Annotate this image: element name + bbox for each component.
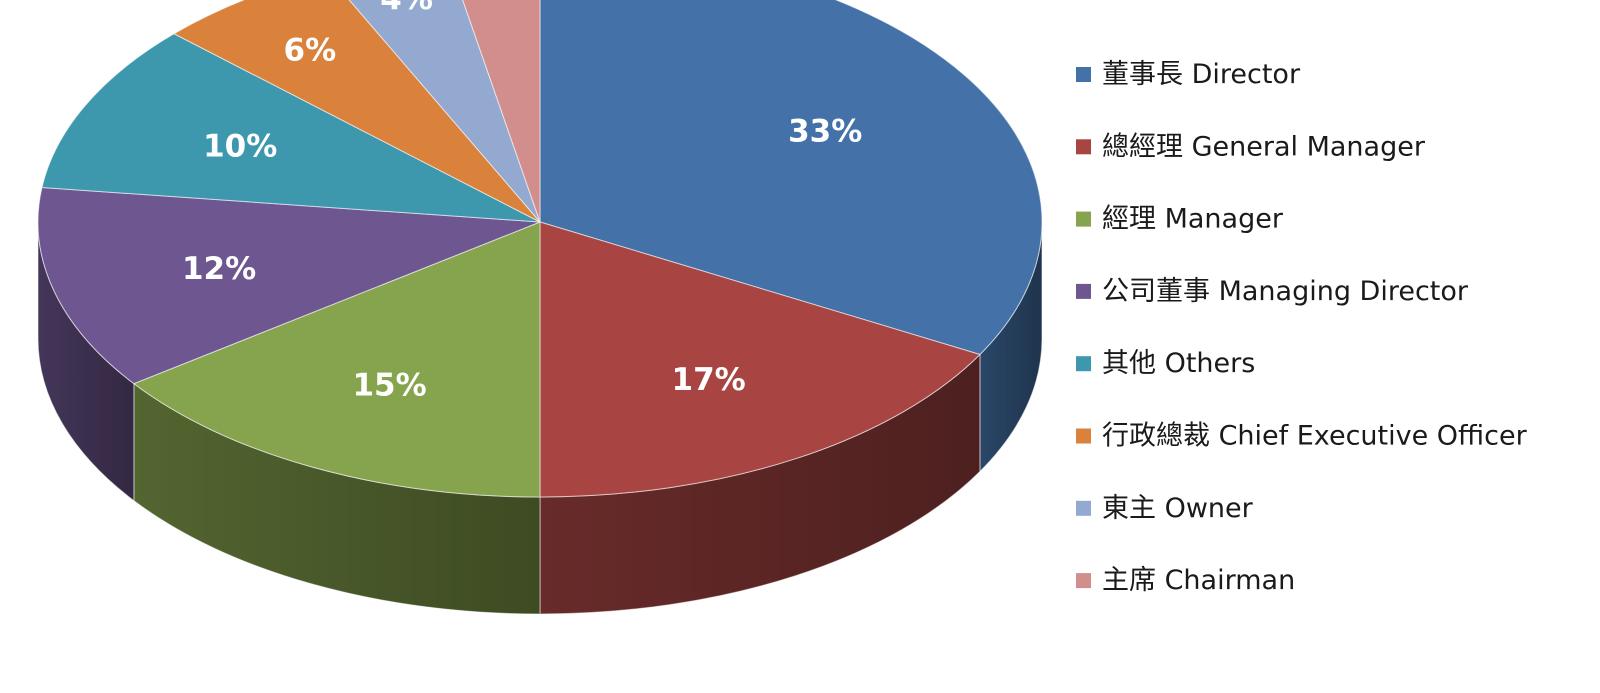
legend-label-5: 行政總裁 Chief Executive Officer (1102, 421, 1528, 452)
legend-swatch-4 (1076, 356, 1091, 372)
legend-item-0: 董事長 Director (1076, 59, 1301, 90)
legend-swatch-0 (1076, 67, 1091, 82)
legend-item-6: 東主 Owner (1076, 493, 1254, 524)
legend-item-3: 公司董事 Managing Director (1076, 276, 1469, 307)
legend-label-1: 總經理 General Manager (1102, 131, 1426, 162)
legend: 董事長 Director 總經理 General Manager 經理 Manage… (1076, 59, 1528, 596)
pie-slice-7 (462, 0, 541, 223)
data-label-2: 15% (352, 368, 426, 404)
legend-item-7: 主席 Chairman (1076, 565, 1295, 596)
data-label-4: 10% (203, 129, 277, 165)
pie-slice-3 (37, 187, 541, 385)
pie-slices (37, 0, 1043, 498)
pie-slice-5 (173, 0, 541, 223)
legend-label-2: 經理 Manager (1102, 204, 1284, 235)
legend-swatch-1 (1076, 139, 1091, 155)
pie-slice-2 (132, 221, 541, 498)
legend-label-6: 東主 Owner (1102, 493, 1254, 524)
data-label-7: 3% (473, 0, 526, 7)
legend-swatch-5 (1076, 428, 1091, 444)
data-label-5: 6% (284, 32, 337, 68)
legend-label-4: 其他 Others (1102, 348, 1255, 379)
legend-item-1: 總經理 General Manager (1076, 131, 1426, 162)
legend-item-4: 其他 Others (1076, 348, 1255, 379)
legend-swatch-7 (1076, 573, 1091, 589)
pie-slice-6 (348, 0, 541, 223)
legend-label-7: 主席 Chairman (1102, 565, 1295, 596)
legend-label-3: 公司董事 Managing Director (1102, 276, 1469, 307)
data-label-3: 12% (182, 251, 256, 287)
pie-data-labels: 33% 17% 15% 12% 10% 6% 4% 3% (182, 0, 862, 404)
legend-item-5: 行政總裁 Chief Executive Officer (1076, 421, 1528, 452)
pie-slice-0 (539, 0, 1043, 356)
pie-slice-4 (41, 33, 541, 223)
legend-swatch-3 (1076, 283, 1091, 299)
pie-slice-1 (539, 221, 981, 498)
data-label-0: 33% (788, 114, 862, 150)
legend-label-0: 董事長 Director (1102, 59, 1301, 90)
legend-swatch-2 (1076, 211, 1091, 227)
data-label-1: 17% (672, 362, 746, 398)
legend-item-2: 經理 Manager (1076, 204, 1284, 235)
legend-swatch-6 (1076, 500, 1091, 516)
data-label-6: 4% (380, 0, 433, 17)
